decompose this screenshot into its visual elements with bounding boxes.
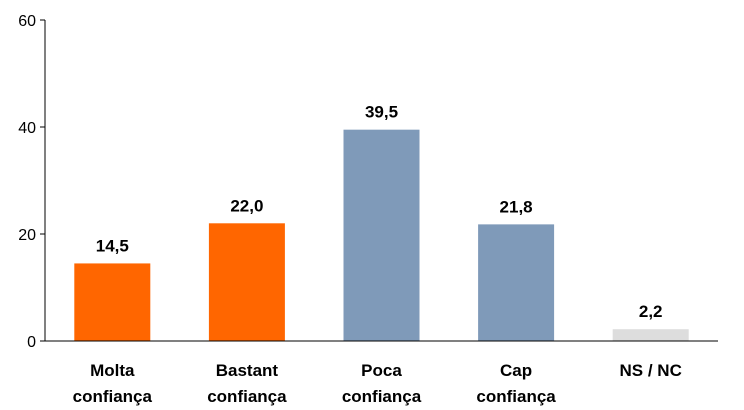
bar <box>612 329 689 341</box>
x-axis: Molta confiança Bastant confiança Poca confia… <box>45 340 718 406</box>
bar-value-label: 2,2 <box>639 302 663 321</box>
bars: 14,5 22,0 39,5 21,8 2,2 <box>74 103 689 341</box>
y-tick-label: 20 <box>18 227 36 244</box>
y-axis: 0 20 40 60 <box>18 13 46 351</box>
y-tick-label: 0 <box>27 334 36 351</box>
bar <box>478 224 555 341</box>
x-category-label: NS / NC <box>620 361 682 380</box>
x-category-label: confiança <box>476 387 556 406</box>
x-category-label: Molta <box>90 361 135 380</box>
y-tick-label: 40 <box>18 120 36 137</box>
bar-value-label: 14,5 <box>96 236 129 255</box>
bar <box>208 223 285 341</box>
x-category-label: confiança <box>207 387 287 406</box>
bar <box>343 129 420 341</box>
bar-value-label: 21,8 <box>500 197 533 216</box>
y-tick-label: 60 <box>18 13 36 30</box>
bar-value-label: 39,5 <box>365 103 398 122</box>
x-category-label: Cap <box>500 361 532 380</box>
x-category-label: Poca <box>361 361 402 380</box>
x-category-label: confiança <box>342 387 422 406</box>
bar-value-label: 22,0 <box>230 196 263 215</box>
x-category-label: confiança <box>73 387 153 406</box>
x-category-label: Bastant <box>216 361 279 380</box>
bar <box>74 263 151 341</box>
